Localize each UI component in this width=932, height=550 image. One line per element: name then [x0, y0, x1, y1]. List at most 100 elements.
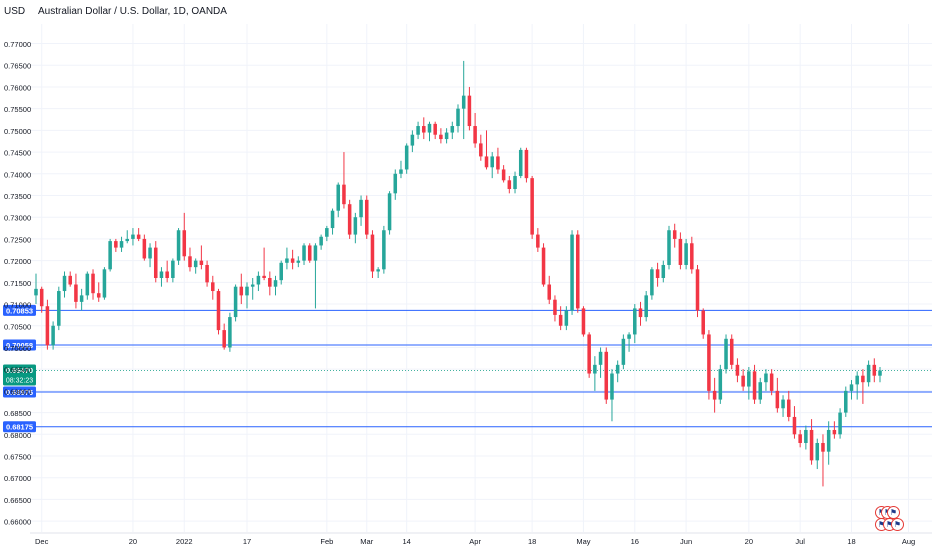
- y-tick-label: 0.72000: [4, 257, 31, 266]
- candle-body: [416, 126, 420, 135]
- chart-title: Australian Dollar / U.S. Dollar, 1D, OAN…: [38, 6, 227, 17]
- price-label-bg: [3, 339, 36, 351]
- x-tick-label: 20: [745, 537, 753, 546]
- last-price-label: 0.69470: [6, 366, 33, 375]
- y-tick-label: 0.72500: [4, 235, 31, 244]
- candle-body: [513, 175, 517, 189]
- candle-body: [461, 95, 466, 109]
- candle-body: [878, 370, 882, 376]
- candle-body: [775, 390, 780, 409]
- candle-body: [136, 234, 141, 239]
- candle-body: [815, 442, 820, 461]
- price-label-bg: [3, 421, 36, 433]
- candle-body: [650, 269, 654, 296]
- candle-body: [792, 416, 797, 435]
- candle-body: [176, 230, 181, 261]
- y-tick-label: 0.70000: [4, 344, 31, 353]
- candle-body: [724, 338, 728, 370]
- candle-body: [524, 149, 529, 179]
- y-tick-label: 0.76500: [4, 62, 31, 71]
- candle-body: [553, 299, 557, 315]
- candle-body: [171, 260, 175, 278]
- price-label: 0.68175: [6, 423, 33, 432]
- y-tick-label: 0.73500: [4, 192, 31, 201]
- candle-body: [45, 306, 50, 346]
- y-tick-label: 0.67500: [4, 453, 31, 462]
- candle-body: [496, 156, 500, 170]
- candle-body: [484, 156, 489, 168]
- candle-body: [661, 264, 666, 278]
- candle-body: [633, 308, 637, 335]
- candle-body: [273, 280, 278, 287]
- candle-body: [376, 269, 380, 272]
- candle-body: [114, 241, 118, 248]
- candle-body: [667, 230, 671, 265]
- candle-body: [245, 286, 249, 296]
- candle-body: [855, 375, 859, 385]
- y-tick-label: 0.73000: [4, 214, 31, 223]
- candle-body: [279, 262, 283, 281]
- candle-body: [844, 390, 848, 413]
- y-tick-label: 0.75000: [4, 127, 31, 136]
- candle-body: [558, 314, 563, 326]
- y-tick-label: 0.66500: [4, 496, 31, 505]
- price-label: 0.70058: [6, 341, 33, 350]
- x-tick-label: May: [576, 537, 590, 546]
- candle-body: [307, 245, 312, 261]
- candle-body: [34, 288, 38, 296]
- candle-body: [781, 399, 785, 409]
- candle-body: [404, 145, 409, 170]
- horizontal-lines: 0.70853 0.70058 0.68975 0.68175 0.69470 08:32…: [3, 304, 932, 433]
- candle-body: [456, 108, 460, 127]
- candle-body: [422, 126, 426, 133]
- grid-layer: [30, 24, 932, 532]
- candle-body: [410, 134, 415, 146]
- candle-body: [108, 241, 112, 270]
- candle-body: [644, 295, 648, 318]
- candle-body: [604, 351, 609, 400]
- candle-body: [342, 184, 346, 205]
- candle-body: [85, 273, 90, 296]
- candle-body: [250, 284, 255, 287]
- x-tick-label: 20: [129, 537, 137, 546]
- candle-body: [330, 210, 335, 229]
- candle-body: [821, 442, 825, 452]
- candle-body: [325, 228, 329, 237]
- candle-body: [262, 275, 266, 278]
- candle-body: [598, 351, 603, 365]
- candle-body: [479, 143, 483, 157]
- candle-body: [473, 126, 477, 144]
- candle-body: [211, 282, 215, 292]
- x-tick-label: 16: [631, 537, 639, 546]
- y-tick-label: 0.71000: [4, 301, 31, 310]
- candle-body: [51, 325, 55, 346]
- candle-body: [364, 199, 369, 235]
- x-tick-label: Dec: [35, 537, 49, 546]
- candle-body: [205, 264, 209, 283]
- currency-label: USD: [4, 6, 26, 17]
- price-label: 0.70853: [6, 306, 33, 315]
- price-label-bg: [3, 386, 36, 398]
- y-tick-label: 0.77000: [4, 40, 31, 49]
- candle-body: [707, 334, 711, 391]
- candle-body: [188, 256, 192, 268]
- candle-body: [610, 373, 614, 400]
- candle-body: [872, 364, 877, 376]
- candle-body: [256, 275, 261, 285]
- candle-body: [501, 169, 506, 181]
- candle-body: [690, 243, 694, 270]
- y-tick-label: 0.71500: [4, 279, 31, 288]
- candle-body: [490, 156, 494, 168]
- candle-body: [450, 126, 455, 133]
- y-tick-label: 0.69500: [4, 366, 31, 375]
- y-tick-label: 0.67000: [4, 474, 31, 483]
- candle-body: [798, 434, 802, 443]
- candle-body: [735, 364, 740, 376]
- candle-body: [182, 230, 187, 257]
- flag-icon[interactable]: ⚑: [891, 518, 904, 531]
- y-tick-label: 0.68500: [4, 409, 31, 418]
- candle-body: [359, 199, 363, 218]
- candle-body: [849, 384, 854, 391]
